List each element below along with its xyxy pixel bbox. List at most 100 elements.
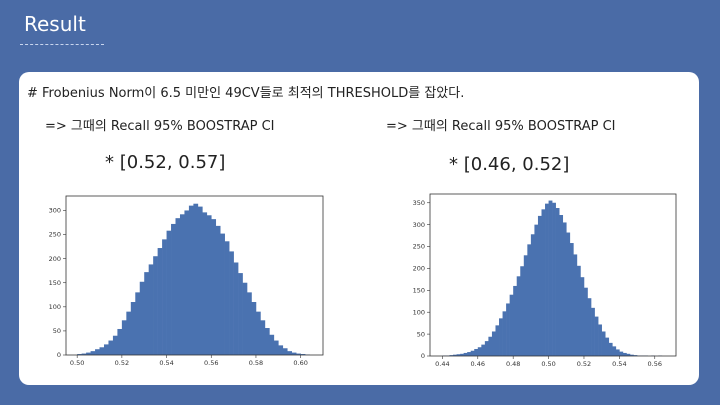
histogram-bar — [260, 320, 266, 355]
x-tick-label: 0.44 — [435, 360, 449, 368]
histogram-bar — [488, 336, 493, 356]
histogram-bar — [460, 353, 464, 356]
histogram-bar — [81, 353, 87, 355]
histogram-bar — [534, 224, 539, 356]
histogram-bar — [587, 298, 592, 356]
histogram-bar — [591, 307, 595, 356]
y-tick-label: 50 — [417, 330, 425, 338]
histogram-bar — [206, 215, 212, 355]
histogram-bar — [629, 354, 634, 356]
y-tick-label: 50 — [53, 327, 61, 335]
histogram-bar — [144, 272, 149, 355]
histogram-bar — [108, 340, 114, 355]
histogram-bar — [184, 210, 190, 355]
histogram-bar — [499, 318, 503, 356]
histogram-bar — [287, 351, 293, 355]
histogram-bar — [562, 222, 567, 356]
y-tick-label: 100 — [413, 308, 425, 316]
histogram-bar — [112, 335, 118, 355]
histogram-bar — [601, 331, 606, 356]
histogram-bar — [233, 262, 239, 355]
y-tick-label: 300 — [49, 207, 61, 215]
y-tick-label: 300 — [413, 221, 425, 229]
content-panel: # Frobenius Norm이 6.5 미만인 49CV들로 최적의 THR… — [19, 72, 699, 385]
histogram-bar — [197, 206, 203, 355]
histogram-bar — [467, 352, 472, 356]
histogram-bar — [229, 251, 234, 355]
x-tick-label: 0.50 — [541, 360, 555, 368]
histogram-bar — [594, 316, 599, 356]
histogram-bar — [506, 303, 510, 356]
x-tick-label: 0.60 — [293, 359, 307, 367]
histogram-bar — [273, 340, 279, 355]
histogram-bar — [456, 354, 461, 356]
x-tick-label: 0.46 — [471, 360, 485, 368]
histogram-bar — [193, 203, 199, 355]
histogram-bar — [527, 244, 532, 356]
plot-frame — [429, 193, 677, 357]
histogram-bar — [449, 355, 454, 356]
histogram-bar — [255, 311, 261, 355]
x-tick-label: 0.56 — [648, 360, 662, 368]
right-ci-label: => 그때의 Recall 95% BOOSTRAP CI — [386, 119, 616, 134]
histogram-bar — [612, 346, 617, 356]
histogram-bar — [224, 241, 230, 355]
histogram-bar — [251, 302, 257, 355]
histogram-bar — [247, 292, 252, 355]
x-tick-label: 0.52 — [115, 359, 129, 367]
histogram-bar — [545, 203, 549, 356]
histogram-bar — [559, 215, 564, 356]
histogram-bar — [615, 349, 620, 356]
histogram-bar — [453, 354, 457, 356]
right-histogram: 0.44 0.46 0.48 0.50 0.52 0.54 0.56 0 50 100 150 200… — [405, 188, 680, 376]
histogram-bar — [282, 348, 288, 355]
y-tick-label: 0 — [421, 352, 425, 360]
left-ci-label: => 그때의 Recall 95% BOOSTRAP CI — [45, 119, 275, 134]
slide-title: Result — [24, 12, 86, 36]
histogram-bar — [157, 248, 163, 355]
histogram-bar — [481, 344, 486, 356]
y-tick-label: 350 — [413, 199, 425, 207]
x-tick-label: 0.56 — [204, 359, 218, 367]
histogram-bar — [175, 218, 181, 355]
y-tick-label: 200 — [49, 255, 61, 263]
y-tick-label: 100 — [49, 303, 61, 311]
x-tick-label: 0.52 — [577, 360, 591, 368]
histogram-bar — [576, 265, 581, 356]
description-text: # Frobenius Norm이 6.5 미만인 49CV들로 최적의 THR… — [27, 86, 465, 101]
right-ci-value: * [0.46, 0.52] — [449, 154, 570, 175]
histogram-bar — [583, 287, 588, 356]
histogram-bar — [95, 349, 100, 355]
histogram-bar — [171, 223, 176, 355]
histogram-bar — [103, 344, 109, 355]
left-ci-value: * [0.52, 0.57] — [105, 152, 226, 173]
histogram-bar — [569, 243, 574, 356]
x-tick-label: 0.48 — [506, 360, 520, 368]
histogram-bar — [474, 348, 479, 356]
x-tick-label: 0.54 — [612, 360, 626, 368]
histogram-bar — [580, 277, 585, 356]
histogram-bar — [463, 352, 468, 356]
title-underline — [20, 44, 104, 45]
histogram-bar — [495, 325, 500, 356]
histogram-bar — [626, 353, 631, 356]
histogram-bar — [86, 352, 91, 355]
histogram-bar — [537, 215, 542, 356]
histogram-bar — [530, 234, 535, 356]
histogram-bar — [605, 337, 610, 356]
histogram-bar — [513, 285, 518, 356]
histogram-bar — [135, 292, 141, 355]
histogram-bar — [622, 352, 627, 356]
histogram-bar — [608, 342, 613, 356]
x-tick-label: 0.54 — [159, 359, 173, 367]
histogram-bar — [121, 320, 127, 355]
plot-frame — [65, 195, 324, 356]
histogram-bar — [99, 347, 105, 355]
histogram-bar — [573, 254, 578, 356]
histogram-bar — [77, 354, 82, 355]
histogram-bar — [555, 208, 560, 356]
histogram-bar — [153, 256, 158, 355]
histogram-bar — [269, 334, 275, 355]
histogram-bar — [633, 355, 638, 356]
histogram-bar — [220, 233, 225, 355]
